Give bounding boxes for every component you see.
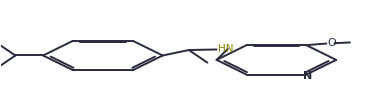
Text: N: N (303, 71, 312, 81)
Text: O: O (327, 38, 336, 48)
Text: HN: HN (218, 44, 233, 54)
